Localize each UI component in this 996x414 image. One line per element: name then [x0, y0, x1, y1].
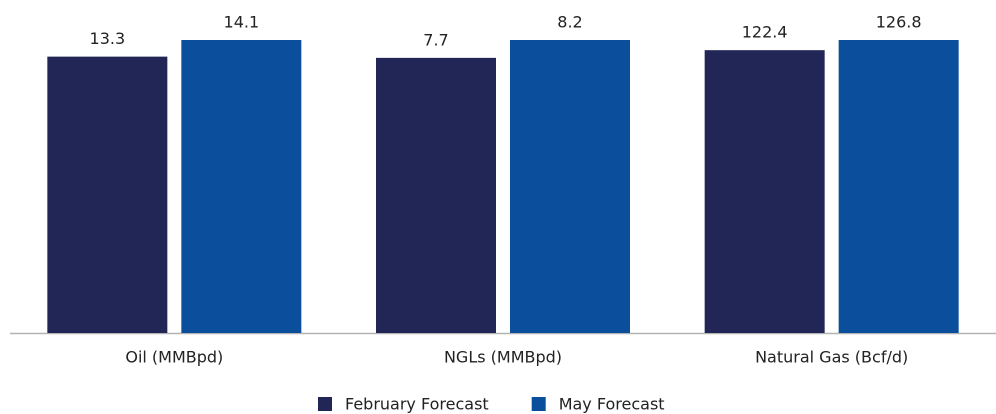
data-label: 122.4: [742, 23, 788, 42]
legend-label: May Forecast: [559, 395, 665, 414]
bar: [510, 40, 630, 333]
data-label: 13.3: [90, 29, 126, 48]
data-label: 8.2: [557, 13, 582, 32]
data-label: 126.8: [876, 13, 922, 32]
bar: [47, 56, 168, 333]
bar: [704, 50, 825, 334]
legend-swatch: [531, 397, 546, 411]
legend-swatch: [318, 397, 332, 411]
bar: [838, 40, 959, 333]
x-tick-label: Oil (MMBpd): [125, 348, 223, 367]
bar: [181, 40, 302, 333]
legend-label: February Forecast: [345, 395, 489, 414]
data-label: 14.1: [224, 13, 260, 32]
x-tick-label: NGLs (MMBpd): [444, 348, 562, 367]
x-tick-label: Natural Gas (Bcf/d): [755, 348, 908, 367]
data-label: 7.7: [423, 30, 448, 49]
bar: [376, 57, 496, 334]
